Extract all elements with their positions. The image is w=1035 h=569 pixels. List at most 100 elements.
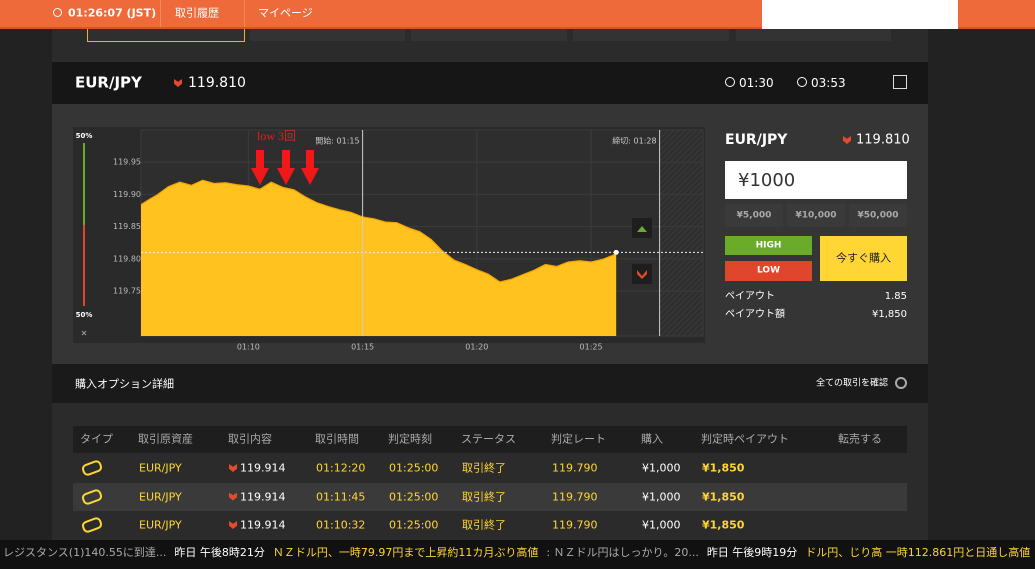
timer-icon [725,77,735,87]
nav-link[interactable]: 取引履歴 [175,6,219,20]
history-icon [797,77,807,87]
payout-amount: ¥1,850 [872,309,907,320]
down-icon [229,521,237,529]
down-icon [229,492,237,501]
details-title: 購入オプション詳細 [75,377,174,391]
ticker-bar [0,540,1035,569]
tile [573,29,729,41]
separator [160,0,161,27]
amount-input[interactable] [725,161,907,199]
y-tick-label: 119.95 [113,158,141,167]
marker-label: 締切: 01:28 [612,136,656,146]
last-point [613,249,619,255]
ticker-item: : ＮＺドル円はしっかり。20... [546,546,699,559]
cell: 119.914 [240,518,286,532]
remaining: 03:53 [811,76,846,90]
cell: 119.914 [240,461,286,475]
row-bg [73,482,907,511]
table-header [73,426,907,453]
column-header: 転売する [838,432,882,446]
annotation-arrow [301,150,319,185]
ticker-item: ＮＺドル円、一時79.97円まで上昇約11カ月ぶり高値 [272,546,539,559]
panel-rate: 119.810 [856,132,910,148]
preset-button[interactable] [787,204,845,227]
column-header: 判定レート [551,432,606,446]
cell: ¥1,850 [702,490,745,503]
column-header: タイプ [80,432,113,446]
cell: 01:12:20 [316,461,366,475]
column-header: 判定時ペイアウト [701,432,789,446]
column-header: ステータス [461,432,516,446]
column-header: 判定時刻 [388,432,432,446]
preset-label: ¥50,000 [857,210,899,221]
x-tick-label: 01:10 [237,343,260,352]
expand-icon[interactable] [893,75,907,89]
closed-zone [659,130,703,336]
buy-label: 今すぐ購入 [836,251,891,265]
cell: 119.914 [240,490,286,503]
cell: 01:25:00 [389,461,439,475]
ticker-item: レジスタンス(1)140.55に到達... [3,546,167,559]
x-tick-label: 01:20 [465,343,488,352]
amount: ¥1000 [738,170,796,191]
cell: 01:25:00 [389,490,439,503]
buy-button[interactable] [820,236,907,281]
low-button[interactable] [725,261,812,281]
tile [250,29,405,41]
preset-button[interactable] [725,204,783,227]
annotation: low 3回 [257,129,296,143]
column-header: 取引時間 [315,432,359,446]
column-header: 購入 [641,432,663,446]
down-icon [229,464,237,472]
y-tick-label: 119.90 [113,190,141,199]
y-tick-label: 119.85 [113,222,141,231]
cell: 01:10:32 [316,518,366,532]
cell: 119.790 [552,490,598,503]
search-icon[interactable] [895,377,907,389]
symbol: EUR/JPY [75,73,142,92]
cell: 01:11:45 [316,490,366,503]
cell: ¥1,850 [702,461,745,475]
cell: 取引終了 [462,461,506,475]
clock: 01:26:07 (JST) [68,6,157,20]
preset-label: ¥5,000 [736,210,772,221]
high-label: HIGH [755,240,782,251]
cell: EUR/JPY [139,518,182,532]
cell: 01:25:00 [389,518,439,532]
ticker-item: ドル円、じり高 一時112.861円と日通し高値 [805,546,1031,559]
low-marker [632,264,652,284]
annotation-arrow [277,150,295,185]
annotation-arrow [251,150,269,185]
column-header: 取引原資産 [138,432,193,446]
down-icon [174,79,182,87]
high-button[interactable] [725,236,812,255]
ticker-item: 昨日 午後8時21分 [174,546,265,559]
clock-icon [53,8,62,17]
area [141,180,617,336]
details-link[interactable]: 全ての取引を確認 [815,378,888,389]
cell: EUR/JPY [139,490,182,503]
down-icon [843,136,851,144]
blank-box [762,0,958,29]
nav-link[interactable]: マイページ [258,6,313,20]
cell: 119.790 [552,461,598,475]
preset-button[interactable] [849,204,907,227]
ticker: レジスタンス(1)140.55に到達... 昨日 午後8時21分 ＮＺドル円、一時7… [3,545,1035,561]
rate: 119.810 [188,75,246,91]
asset-bar [52,62,928,104]
x-tick-label: 01:25 [580,343,603,352]
high-arrow [637,226,647,232]
preset-label: ¥10,000 [795,210,837,221]
column-header: 取引内容 [228,432,272,446]
area-line [140,179,617,283]
y-tick-label: 119.80 [113,254,141,263]
payout-amount-label: ペイアウト額 [725,309,785,320]
cell: ¥1,000 [642,461,681,475]
details-header [52,364,928,403]
cell: 119.790 [552,518,598,532]
gauge-label: 50% [76,311,93,319]
payout-label: ペイアウト [725,291,775,302]
cell: ¥1,000 [642,490,681,503]
